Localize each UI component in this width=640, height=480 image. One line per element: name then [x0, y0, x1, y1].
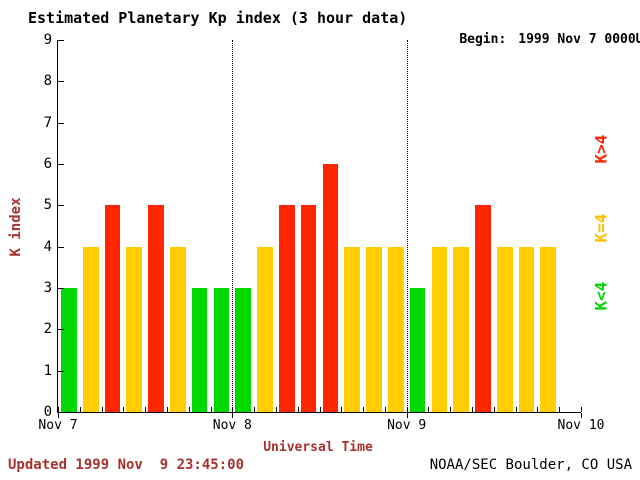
x-axis-tick: [166, 407, 168, 412]
kp-bar: [431, 246, 448, 412]
x-axis-day-tick: [58, 413, 59, 418]
x-axis-tick: [188, 407, 190, 412]
y-tick-label: 2: [43, 321, 52, 338]
x-axis-tick: [275, 407, 277, 412]
y-tick-label: 7: [43, 114, 52, 131]
x-axis-tick: [472, 407, 474, 412]
kp-bar: [126, 246, 143, 412]
kp-bar: [191, 288, 208, 412]
chart-title: Estimated Planetary Kp index (3 hour dat…: [28, 9, 408, 27]
x-axis-day-tick: [581, 413, 582, 418]
y-axis-tick: [58, 412, 64, 413]
x-axis-tick: [515, 407, 517, 412]
x-tick-label: Nov 7: [38, 418, 78, 433]
legend-k-above-4: K>4: [591, 134, 611, 164]
y-tick-label: 3: [43, 280, 52, 296]
begin-value: 1999 Nov 7 0000UT: [518, 32, 640, 47]
y-tick-label: 8: [43, 73, 52, 90]
y-axis-tick: [58, 81, 64, 83]
kp-bar: [257, 246, 273, 412]
y-axis-tick: [58, 40, 64, 41]
y-axis-tick: [58, 122, 64, 124]
x-tick-label: Nov 9: [387, 418, 427, 433]
y-axis-tick: [58, 288, 64, 289]
kp-bar: [540, 246, 557, 412]
begin-label: Begin:: [459, 32, 507, 47]
y-tick-label: 9: [43, 32, 52, 48]
kp-bar: [344, 246, 361, 412]
kp-bar: [409, 288, 426, 412]
x-axis-tick: [297, 407, 299, 412]
y-axis-tick: [58, 164, 64, 165]
y-axis-tick: [58, 246, 64, 248]
x-axis-tick: [384, 407, 386, 412]
y-tick-label: 0: [43, 404, 52, 420]
kp-bar: [148, 205, 164, 412]
x-axis-tick: [450, 407, 452, 412]
kp-bar: [387, 246, 404, 412]
x-axis-day-tick: [232, 413, 234, 418]
y-axis-tick: [58, 329, 64, 331]
legend-k-below-4: K<4: [591, 281, 611, 311]
plot-area: 0 1 2 3 4 5 6 7 8 9 Nov 7 Nov 8 Nov 9 Nov 10: [38, 32, 604, 433]
kp-bar: [518, 246, 535, 412]
kp-bar: [453, 246, 469, 412]
kp-bar: [170, 246, 186, 412]
legend-k-equal-4: K=4: [591, 213, 611, 243]
x-axis-tick: [428, 407, 430, 412]
begin-time: Begin: 1999 Nov 7 0000UT: [428, 17, 640, 62]
y-axis-tick: [58, 205, 64, 207]
x-axis-tick: [254, 407, 256, 412]
updated-timestamp: Updated 1999 Nov 9 23:45:00: [8, 457, 245, 473]
kp-bar: [475, 205, 491, 412]
x-axis-tick: [319, 407, 321, 412]
x-axis-tick: [101, 407, 103, 412]
x-tick-label: Nov 8: [212, 418, 252, 433]
x-tick-label: Nov 10: [557, 418, 605, 433]
kp-bar: [213, 288, 230, 412]
kp-bar: [366, 246, 382, 412]
x-axis-label: Universal Time: [263, 440, 373, 455]
day-boundary-gridline: [232, 40, 234, 412]
kp-bar: [322, 164, 339, 412]
kp-bar: [104, 205, 121, 412]
x-axis-tick: [79, 407, 81, 412]
x-axis-tick: [406, 407, 408, 412]
kp-bar: [496, 246, 513, 412]
y-axis-label: K index: [8, 197, 24, 257]
x-axis-tick: [363, 407, 365, 412]
x-axis-tick: [493, 407, 495, 412]
credit-text: NOAA/SEC Boulder, CO USA: [429, 457, 632, 473]
x-axis-tick: [123, 407, 125, 412]
y-tick-label: 4: [43, 238, 52, 255]
x-axis-tick: [232, 407, 234, 412]
x-axis-tick: [341, 407, 343, 412]
x-axis-tick: [145, 407, 147, 412]
x-axis-tick: [58, 407, 59, 412]
x-axis-day-tick: [406, 413, 408, 418]
y-tick-label: 6: [43, 156, 52, 172]
y-axis-tick: [58, 370, 64, 372]
kp-bar: [235, 288, 252, 412]
x-axis-tick: [581, 407, 582, 412]
kp-bar: [300, 205, 317, 412]
y-tick-label: 1: [43, 362, 52, 379]
x-axis-tick: [559, 407, 561, 412]
kp-bar: [82, 246, 99, 412]
x-axis-tick: [537, 407, 539, 412]
x-axis-tick: [210, 407, 212, 412]
day-boundary-gridline: [406, 40, 408, 412]
kp-bar: [278, 205, 295, 412]
kp-bar: [61, 288, 77, 412]
y-tick-label: 5: [43, 197, 52, 214]
